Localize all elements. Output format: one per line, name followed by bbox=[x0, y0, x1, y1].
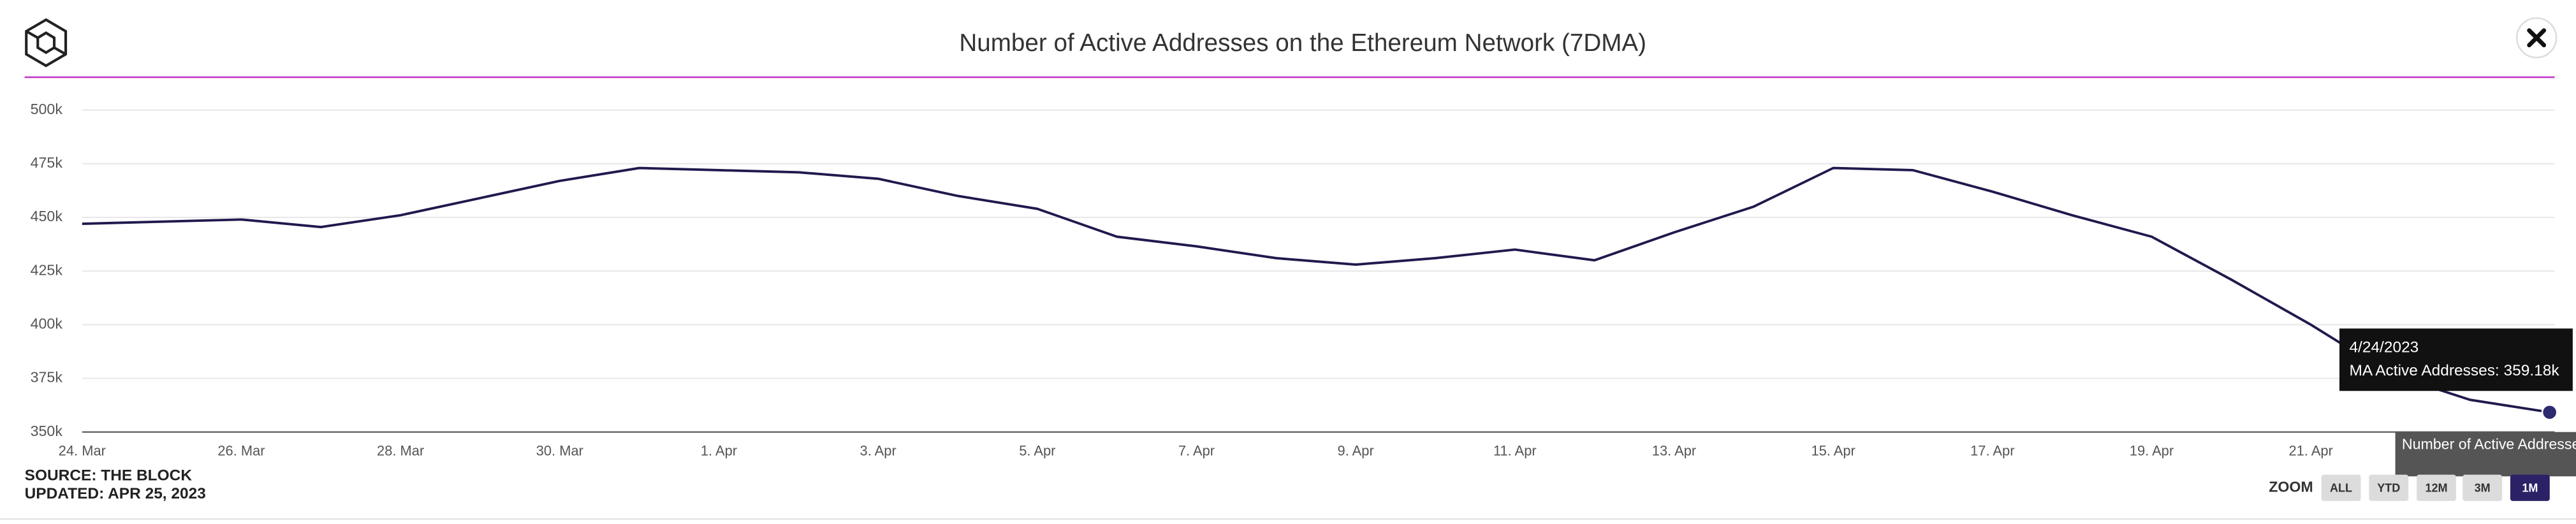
tooltip-label: MA Active Addresses: 359.18k bbox=[2349, 362, 2559, 379]
hover-marker bbox=[2541, 404, 2558, 421]
y-tick-label: 350k bbox=[31, 423, 63, 439]
zoom-button[interactable]: YTD bbox=[2369, 474, 2409, 501]
y-tick-label: 425k bbox=[31, 261, 63, 278]
updated: UPDATED: APR 25, 2023 bbox=[25, 485, 206, 502]
zoom-button-label[interactable]: YTD bbox=[2377, 481, 2400, 494]
zoom-button-bg[interactable] bbox=[2510, 474, 2550, 501]
zoom-button-label[interactable]: ALL bbox=[2330, 481, 2352, 494]
legend-box bbox=[2395, 432, 2576, 477]
zoom-button[interactable]: 12M bbox=[2417, 474, 2456, 501]
x-tick-label: 5. Apr bbox=[1019, 442, 1055, 458]
zoom-button-label[interactable]: 1M bbox=[2522, 481, 2538, 494]
zoom-button-bg[interactable] bbox=[2417, 474, 2456, 501]
zoom-button-bg[interactable] bbox=[2321, 474, 2361, 501]
tooltip-box bbox=[2339, 328, 2573, 391]
data-line bbox=[82, 166, 2550, 414]
source: SOURCE: THE BLOCK bbox=[25, 467, 193, 484]
zoom-button-label[interactable]: 3M bbox=[2475, 481, 2491, 494]
tooltip-date: 4/24/2023 bbox=[2349, 339, 2419, 356]
x-tick-label: 3. Apr bbox=[860, 442, 896, 458]
y-tick-label: 450k bbox=[31, 208, 63, 224]
x-tick-label: 9. Apr bbox=[1338, 442, 1374, 458]
zoom-button[interactable]: ALL bbox=[2321, 474, 2361, 501]
zoom-button-bg[interactable] bbox=[2463, 474, 2503, 501]
close-button[interactable] bbox=[2515, 17, 2558, 59]
x-tick-label: 17. Apr bbox=[1970, 442, 2014, 458]
y-tick-label: 400k bbox=[31, 315, 63, 331]
x-tick-label: 1. Apr bbox=[701, 442, 737, 458]
y-tick-label: 375k bbox=[31, 369, 63, 386]
zoom-button[interactable]: 3M bbox=[2463, 474, 2503, 501]
x-tick-label: 30. Mar bbox=[536, 442, 583, 458]
y-tick-label: 500k bbox=[31, 101, 63, 117]
y-tick-label: 475k bbox=[31, 154, 63, 171]
x-tick-label: 21. Apr bbox=[2288, 442, 2332, 458]
x-tick-label: 15. Apr bbox=[1811, 442, 1855, 458]
logo bbox=[25, 18, 68, 68]
x-tick-label: 28. Mar bbox=[377, 442, 424, 458]
x-tick-label: 19. Apr bbox=[2130, 442, 2174, 458]
x-tick-label: 11. Apr bbox=[1493, 442, 1537, 458]
x-tick-label: 13. Apr bbox=[1652, 442, 1696, 458]
legend-label: Number of Active Addresses on the Ethere… bbox=[2402, 435, 2576, 452]
zoom-label: ZOOM bbox=[2269, 478, 2313, 495]
zoom-button-bg[interactable] bbox=[2369, 474, 2409, 501]
zoom-button-label[interactable]: 12M bbox=[2425, 481, 2447, 494]
zoom-button[interactable]: 1M bbox=[2510, 474, 2550, 501]
x-tick-label: 24. Mar bbox=[59, 442, 106, 458]
x-tick-label: 26. Mar bbox=[217, 442, 265, 458]
x-tick-label: 7. Apr bbox=[1178, 442, 1215, 458]
chart-title: Number of Active Addresses on the Ethere… bbox=[959, 29, 1646, 57]
